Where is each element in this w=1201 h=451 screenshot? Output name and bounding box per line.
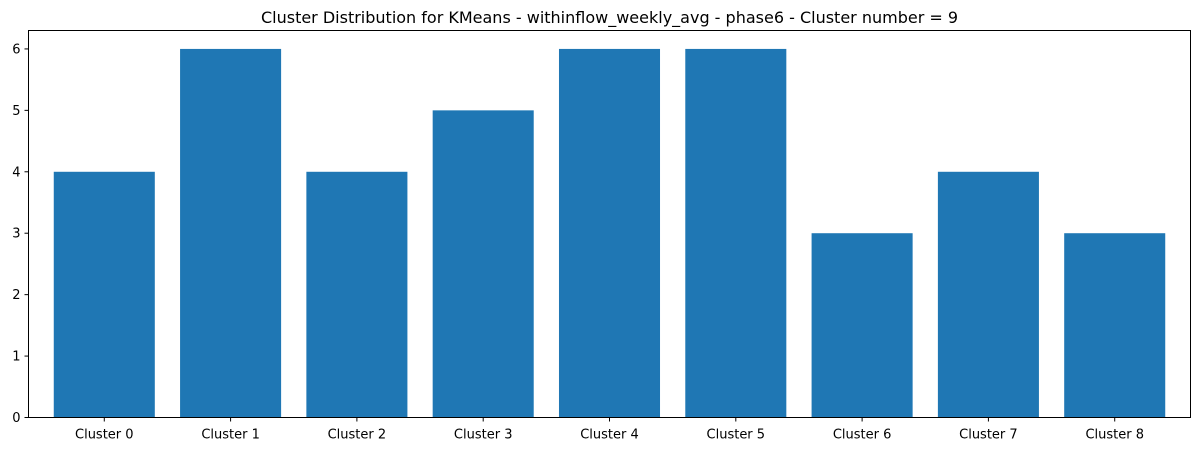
x-tick-label: Cluster 1 (201, 428, 260, 443)
x-tick-label: Cluster 4 (580, 428, 639, 443)
x-tick-label: Cluster 3 (454, 428, 513, 443)
x-tick-label: Cluster 7 (959, 428, 1018, 443)
x-tick-label: Cluster 6 (833, 428, 892, 443)
bar-cluster-4 (558, 48, 661, 418)
y-tick-label: 3 (12, 227, 20, 242)
y-tick-label: 6 (12, 42, 20, 57)
x-tick-label: Cluster 0 (75, 428, 134, 443)
y-axis: 0 1 2 3 4 5 6 (12, 42, 29, 426)
bar-cluster-0 (53, 171, 155, 418)
y-tick-label: 4 (12, 165, 20, 180)
bar-cluster-7 (937, 171, 1039, 418)
bars-layer (53, 48, 1166, 418)
x-axis: Cluster 0 Cluster 1 Cluster 2 Cluster 3 Clus… (75, 417, 1144, 443)
y-tick-label: 1 (12, 350, 20, 365)
bar-cluster-1 (180, 48, 282, 418)
bar-cluster-6 (811, 233, 913, 418)
bar-cluster-5 (685, 48, 787, 418)
x-tick-label: Cluster 5 (707, 428, 766, 443)
plot-frame (28, 30, 1191, 418)
bar-cluster-3 (432, 110, 534, 418)
y-tick-label: 2 (12, 288, 20, 303)
x-tick-label: Cluster 8 (1085, 428, 1144, 443)
bar-cluster-2 (306, 171, 408, 418)
bar-cluster-8 (1064, 233, 1166, 418)
x-tick-label: Cluster 2 (328, 428, 387, 443)
y-tick-label: 0 (12, 411, 20, 426)
chart-title: Cluster Distribution for KMeans - within… (261, 8, 958, 28)
y-tick-label: 5 (12, 104, 20, 119)
